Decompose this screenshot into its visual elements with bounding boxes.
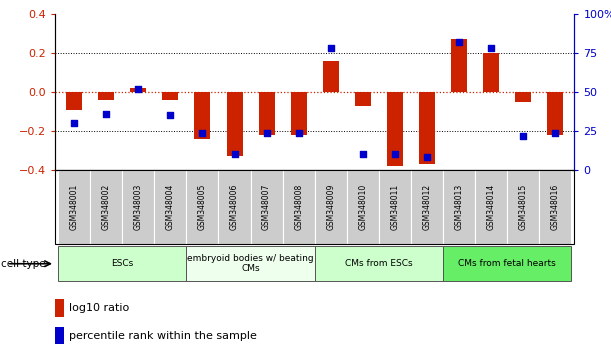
Bar: [355, 92, 371, 105]
Bar: [219, 170, 251, 244]
Text: GSM348009: GSM348009: [326, 184, 335, 230]
Point: [486, 46, 496, 51]
Bar: [66, 92, 82, 110]
Bar: [379, 170, 411, 244]
Bar: [251, 170, 283, 244]
Bar: [315, 170, 346, 244]
Text: cell type: cell type: [1, 259, 45, 269]
Bar: [58, 170, 90, 244]
Text: ESCs: ESCs: [111, 259, 133, 268]
Text: CMs from ESCs: CMs from ESCs: [345, 259, 412, 268]
Point: [262, 130, 271, 135]
Bar: [186, 170, 219, 244]
Bar: [507, 170, 539, 244]
Point: [518, 133, 528, 138]
Text: GSM348015: GSM348015: [519, 184, 527, 230]
Bar: [346, 170, 379, 244]
Text: CMs from fetal hearts: CMs from fetal hearts: [458, 259, 556, 268]
Point: [166, 113, 175, 118]
Bar: [323, 61, 338, 92]
Text: GSM348016: GSM348016: [551, 184, 560, 230]
Bar: [419, 92, 435, 164]
Bar: [539, 170, 571, 244]
Bar: [443, 170, 475, 244]
Point: [358, 152, 368, 157]
Text: GSM348004: GSM348004: [166, 184, 175, 230]
Point: [69, 120, 79, 126]
Bar: [122, 170, 155, 244]
Point: [101, 111, 111, 117]
Bar: [411, 170, 443, 244]
Bar: [483, 53, 499, 92]
Bar: [475, 170, 507, 244]
Bar: [227, 92, 243, 156]
Text: percentile rank within the sample: percentile rank within the sample: [69, 331, 257, 341]
Point: [133, 86, 143, 92]
Bar: [315, 246, 443, 281]
Point: [422, 155, 432, 160]
Point: [197, 130, 207, 135]
Bar: [451, 40, 467, 92]
Text: GSM348007: GSM348007: [262, 184, 271, 230]
Text: GSM348003: GSM348003: [134, 184, 143, 230]
Bar: [547, 92, 563, 135]
Text: GSM348013: GSM348013: [455, 184, 463, 230]
Bar: [291, 92, 307, 135]
Bar: [55, 299, 64, 317]
Text: GSM348012: GSM348012: [422, 184, 431, 230]
Bar: [155, 170, 186, 244]
Bar: [163, 92, 178, 100]
Bar: [58, 246, 186, 281]
Point: [454, 39, 464, 45]
Point: [551, 130, 560, 135]
Bar: [387, 92, 403, 166]
Bar: [130, 88, 147, 92]
Text: GSM348011: GSM348011: [390, 184, 400, 230]
Bar: [258, 92, 274, 135]
Bar: [194, 92, 210, 139]
Text: GSM348001: GSM348001: [70, 184, 79, 230]
Text: GSM348014: GSM348014: [486, 184, 496, 230]
Bar: [90, 170, 122, 244]
Text: GSM348005: GSM348005: [198, 184, 207, 230]
Text: embryoid bodies w/ beating
CMs: embryoid bodies w/ beating CMs: [187, 254, 314, 273]
Point: [230, 152, 240, 157]
Text: GSM348010: GSM348010: [358, 184, 367, 230]
Text: GSM348008: GSM348008: [294, 184, 303, 230]
Bar: [515, 92, 531, 102]
Bar: [443, 246, 571, 281]
Point: [294, 130, 304, 135]
Bar: [186, 246, 315, 281]
Text: GSM348006: GSM348006: [230, 184, 239, 230]
Bar: [98, 92, 114, 100]
Point: [390, 152, 400, 157]
Point: [326, 46, 335, 51]
Bar: [55, 327, 64, 344]
Text: log10 ratio: log10 ratio: [69, 303, 130, 313]
Bar: [283, 170, 315, 244]
Text: GSM348002: GSM348002: [102, 184, 111, 230]
